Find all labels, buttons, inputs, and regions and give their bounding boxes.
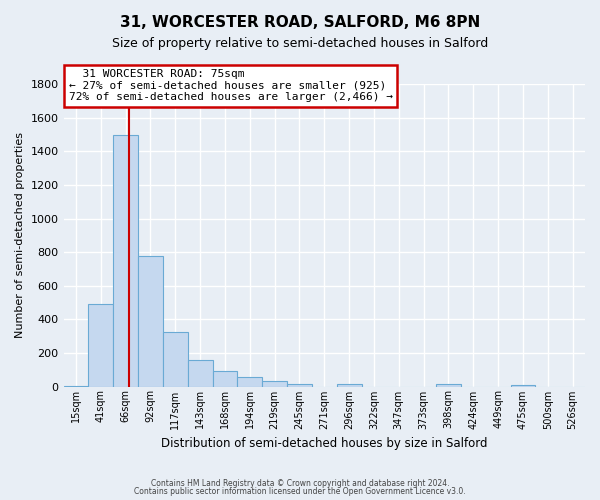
Text: 31 WORCESTER ROAD: 75sqm
← 27% of semi-detached houses are smaller (925)
72% of : 31 WORCESTER ROAD: 75sqm ← 27% of semi-d… [69, 69, 393, 102]
Bar [138, 256, 163, 386]
Text: Contains HM Land Registry data © Crown copyright and database right 2024.: Contains HM Land Registry data © Crown c… [151, 478, 449, 488]
Bar [436, 384, 461, 386]
Bar [88, 304, 113, 386]
Bar [238, 378, 262, 386]
Text: 31, WORCESTER ROAD, SALFORD, M6 8PN: 31, WORCESTER ROAD, SALFORD, M6 8PN [120, 15, 480, 30]
Bar [511, 385, 535, 386]
Bar [212, 372, 238, 386]
Text: Contains public sector information licensed under the Open Government Licence v3: Contains public sector information licen… [134, 487, 466, 496]
Bar [337, 384, 362, 386]
Text: Size of property relative to semi-detached houses in Salford: Size of property relative to semi-detach… [112, 38, 488, 51]
Bar [188, 360, 212, 386]
X-axis label: Distribution of semi-detached houses by size in Salford: Distribution of semi-detached houses by … [161, 437, 488, 450]
Y-axis label: Number of semi-detached properties: Number of semi-detached properties [15, 132, 25, 338]
Bar [113, 134, 138, 386]
Bar [262, 382, 287, 386]
Bar [163, 332, 188, 386]
Bar [287, 384, 312, 386]
